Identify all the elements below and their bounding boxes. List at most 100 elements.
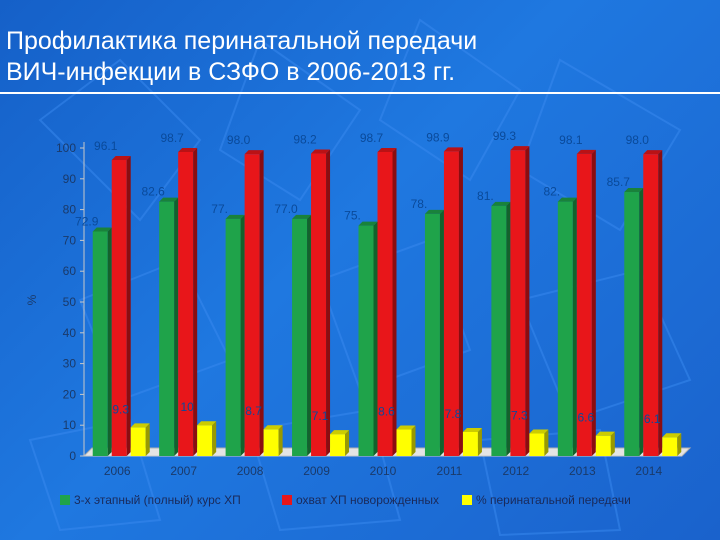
x-tick-label: 2012 <box>503 464 530 478</box>
bar-front <box>557 201 573 456</box>
bar-side <box>506 201 511 456</box>
bar-side <box>639 188 644 456</box>
bar-side <box>525 146 530 456</box>
bar-top <box>510 146 530 151</box>
bar-top <box>595 431 615 436</box>
bar-top <box>491 201 511 206</box>
bar-side <box>658 150 663 456</box>
bar-front <box>159 201 175 456</box>
y-tick-label: 10 <box>63 418 77 432</box>
title-line-2: ВИЧ-инфекции в СЗФО в 2006-2013 гг. <box>6 58 456 86</box>
bar <box>396 425 416 456</box>
bar-front <box>197 425 213 456</box>
data-label: 85.7 <box>607 175 631 189</box>
bar <box>529 429 549 456</box>
bar-side <box>259 150 264 456</box>
y-tick-label: 90 <box>63 172 77 186</box>
x-tick-label: 2010 <box>370 464 397 478</box>
y-tick-label: 40 <box>63 326 77 340</box>
x-tick-label: 2014 <box>635 464 662 478</box>
data-label: 98.0 <box>227 133 251 147</box>
data-label: 78. <box>411 197 428 211</box>
data-label: 7.3 <box>511 409 528 423</box>
bar-side <box>439 209 444 456</box>
bar-front <box>311 153 327 456</box>
bar-top <box>178 148 198 153</box>
bar-top <box>624 188 644 193</box>
legend-label: % перинатальной передачи <box>476 493 631 507</box>
y-tick-label: 70 <box>63 233 77 247</box>
legend: 3-х этапный (полный) курс ХП охват ХП нов… <box>60 493 631 507</box>
y-tick-label: 30 <box>63 357 77 371</box>
data-label: 10 <box>180 400 194 414</box>
bar-side <box>677 433 682 456</box>
data-label: 6.1 <box>644 412 661 426</box>
data-label: 82.6 <box>141 185 165 199</box>
bar-top <box>197 421 217 426</box>
bar-front <box>424 213 440 456</box>
bar-top <box>462 427 482 432</box>
bar-side <box>212 421 217 456</box>
legend-item: охват ХП новорожденных <box>282 493 439 507</box>
bar-side <box>572 197 577 456</box>
bar <box>92 227 112 456</box>
bar <box>462 427 482 456</box>
bar-top <box>424 209 444 214</box>
bar-top <box>330 430 350 435</box>
bar-top <box>662 433 682 438</box>
bar-top <box>377 148 397 153</box>
bar-side <box>477 427 482 456</box>
data-label: 98.9 <box>426 130 450 144</box>
legend-item: 3-х этапный (полный) курс ХП <box>60 493 241 507</box>
bar-front <box>263 429 279 456</box>
bar-front <box>491 205 507 456</box>
bar-top <box>244 150 264 155</box>
bar-top <box>358 221 378 226</box>
legend-swatch <box>462 495 472 505</box>
bar-top <box>576 149 596 154</box>
bar-top <box>557 197 577 202</box>
bar-front <box>443 151 459 456</box>
y-tick-label: 100 <box>56 141 76 155</box>
bar-front <box>510 150 526 456</box>
bar <box>424 209 444 456</box>
bar <box>311 149 331 456</box>
bar-front <box>358 225 374 456</box>
bar-top <box>225 214 245 219</box>
data-label: 75. <box>344 209 361 223</box>
bar <box>159 197 179 456</box>
y-tick-label: 80 <box>63 203 77 217</box>
bar-side <box>126 156 131 456</box>
bar-top <box>529 429 549 434</box>
bar-front <box>244 154 260 456</box>
data-label: 7.8 <box>445 407 462 421</box>
data-label: 77. <box>211 202 228 216</box>
bar-top <box>396 425 416 430</box>
data-label: 99.3 <box>493 129 517 143</box>
bar <box>510 146 530 456</box>
legend-label: 3-х этапный (полный) курс ХП <box>74 493 241 507</box>
bar <box>178 148 198 456</box>
title-line-1: Профилактика перинатальной передачи <box>6 27 478 55</box>
x-tick-label: 2007 <box>170 464 197 478</box>
bar-top <box>643 150 663 155</box>
bar-side <box>174 197 179 456</box>
y-tick-label: 60 <box>63 264 77 278</box>
bar-side <box>193 148 198 456</box>
bar-side <box>345 430 350 456</box>
page-title: Профилактика перинатальной передачи ВИЧ-… <box>6 26 606 88</box>
data-label: 72.9 <box>75 214 99 228</box>
data-label: 98.1 <box>559 133 583 147</box>
bar-front <box>662 437 678 456</box>
bar-front <box>624 192 640 456</box>
bar-side <box>392 148 397 456</box>
data-label: 98.2 <box>293 133 317 147</box>
y-tick-label: 50 <box>63 295 77 309</box>
legend-item: % перинатальной передачи <box>462 493 631 507</box>
bar-front <box>292 218 308 456</box>
bar-top <box>159 197 179 202</box>
bar <box>358 221 378 456</box>
data-label: 98.7 <box>160 131 184 145</box>
data-label: 98.0 <box>626 133 650 147</box>
bar <box>225 214 245 456</box>
